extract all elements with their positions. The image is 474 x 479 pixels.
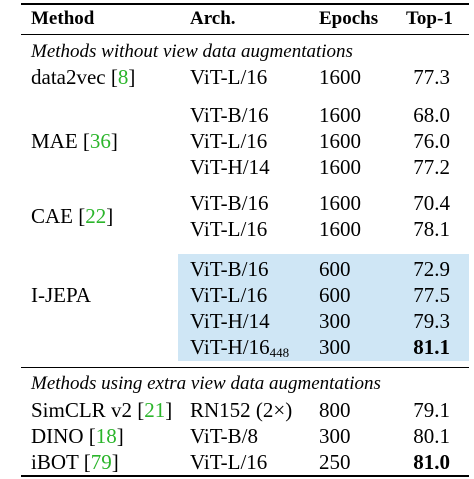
citation: 18: [95, 424, 117, 448]
citation: 79: [90, 450, 112, 474]
arch-cell: ViT-L/16: [190, 129, 268, 153]
header-rule: [21, 34, 469, 35]
top1-cell: 77.5: [413, 283, 450, 307]
arch-cell: ViT-H/16448: [190, 335, 290, 360]
arch-cell: ViT-B/8: [190, 424, 258, 448]
method-cae: CAE [22]: [31, 204, 114, 228]
epochs-cell: 300: [319, 424, 351, 448]
epochs-cell: 1600: [319, 65, 361, 89]
top1-cell: 77.3: [413, 65, 450, 89]
top1-cell: 77.2: [413, 155, 450, 179]
top-rule: [21, 3, 469, 5]
citation: 8: [117, 65, 129, 89]
top1-cell: 79.3: [413, 309, 450, 333]
arch-cell: ViT-H/14: [190, 155, 270, 179]
arch-cell: ViT-L/16: [190, 217, 268, 241]
section-divider-rule: [21, 367, 469, 368]
method-mae: MAE [36]: [31, 129, 118, 153]
epochs-cell: 1600: [319, 103, 361, 127]
epochs-cell: 1600: [319, 129, 361, 153]
top1-cell: 76.0: [413, 129, 450, 153]
method-dino: DINO [18]: [31, 424, 124, 448]
arch-cell: RN152 (2×): [190, 398, 293, 422]
citation: 21: [144, 398, 166, 422]
epochs-cell: 250: [319, 450, 351, 474]
method-data2vec: data2vec [8]: [31, 65, 136, 89]
resolution-subscript: 448: [269, 345, 290, 360]
header-method: Method: [31, 8, 95, 29]
method-simclr: SimCLR v2 [21]: [31, 398, 173, 422]
citation: 22: [85, 204, 107, 228]
bottom-rule: [21, 475, 469, 477]
epochs-cell: 1600: [319, 191, 361, 215]
top1-cell: 80.1: [413, 424, 450, 448]
top1-cell: 79.1: [413, 398, 450, 422]
method-ibot: iBOT [79]: [31, 450, 119, 474]
method-ijepa: I-JEPA: [31, 283, 91, 307]
epochs-cell: 300: [319, 335, 351, 359]
citation: 36: [89, 129, 111, 153]
header-arch: Arch.: [190, 8, 236, 29]
epochs-cell: 800: [319, 398, 351, 422]
section-title: Methods using extra view data augmentati…: [31, 373, 381, 394]
arch-cell: ViT-B/16: [190, 257, 269, 281]
arch-cell: ViT-L/16: [190, 65, 268, 89]
arch-cell: ViT-B/16: [190, 191, 269, 215]
top1-cell-best: 81.0: [413, 450, 450, 474]
arch-cell: ViT-H/14: [190, 309, 270, 333]
epochs-cell: 1600: [319, 155, 361, 179]
top1-cell: 72.9: [413, 257, 450, 281]
top1-cell: 70.4: [413, 191, 450, 215]
section-title: Methods without view data augmentations: [31, 41, 353, 62]
arch-cell: ViT-L/16: [190, 450, 268, 474]
epochs-cell: 600: [319, 257, 351, 281]
top1-cell: 68.0: [413, 103, 450, 127]
top1-cell: 78.1: [413, 217, 450, 241]
epochs-cell: 1600: [319, 217, 361, 241]
arch-cell: ViT-L/16: [190, 283, 268, 307]
top1-cell-best: 81.1: [413, 335, 450, 359]
header-top1: Top-1: [406, 8, 453, 29]
header-epochs: Epochs: [319, 8, 379, 29]
epochs-cell: 300: [319, 309, 351, 333]
arch-cell: ViT-B/16: [190, 103, 269, 127]
epochs-cell: 600: [319, 283, 351, 307]
ijepa-highlight: [178, 254, 469, 361]
